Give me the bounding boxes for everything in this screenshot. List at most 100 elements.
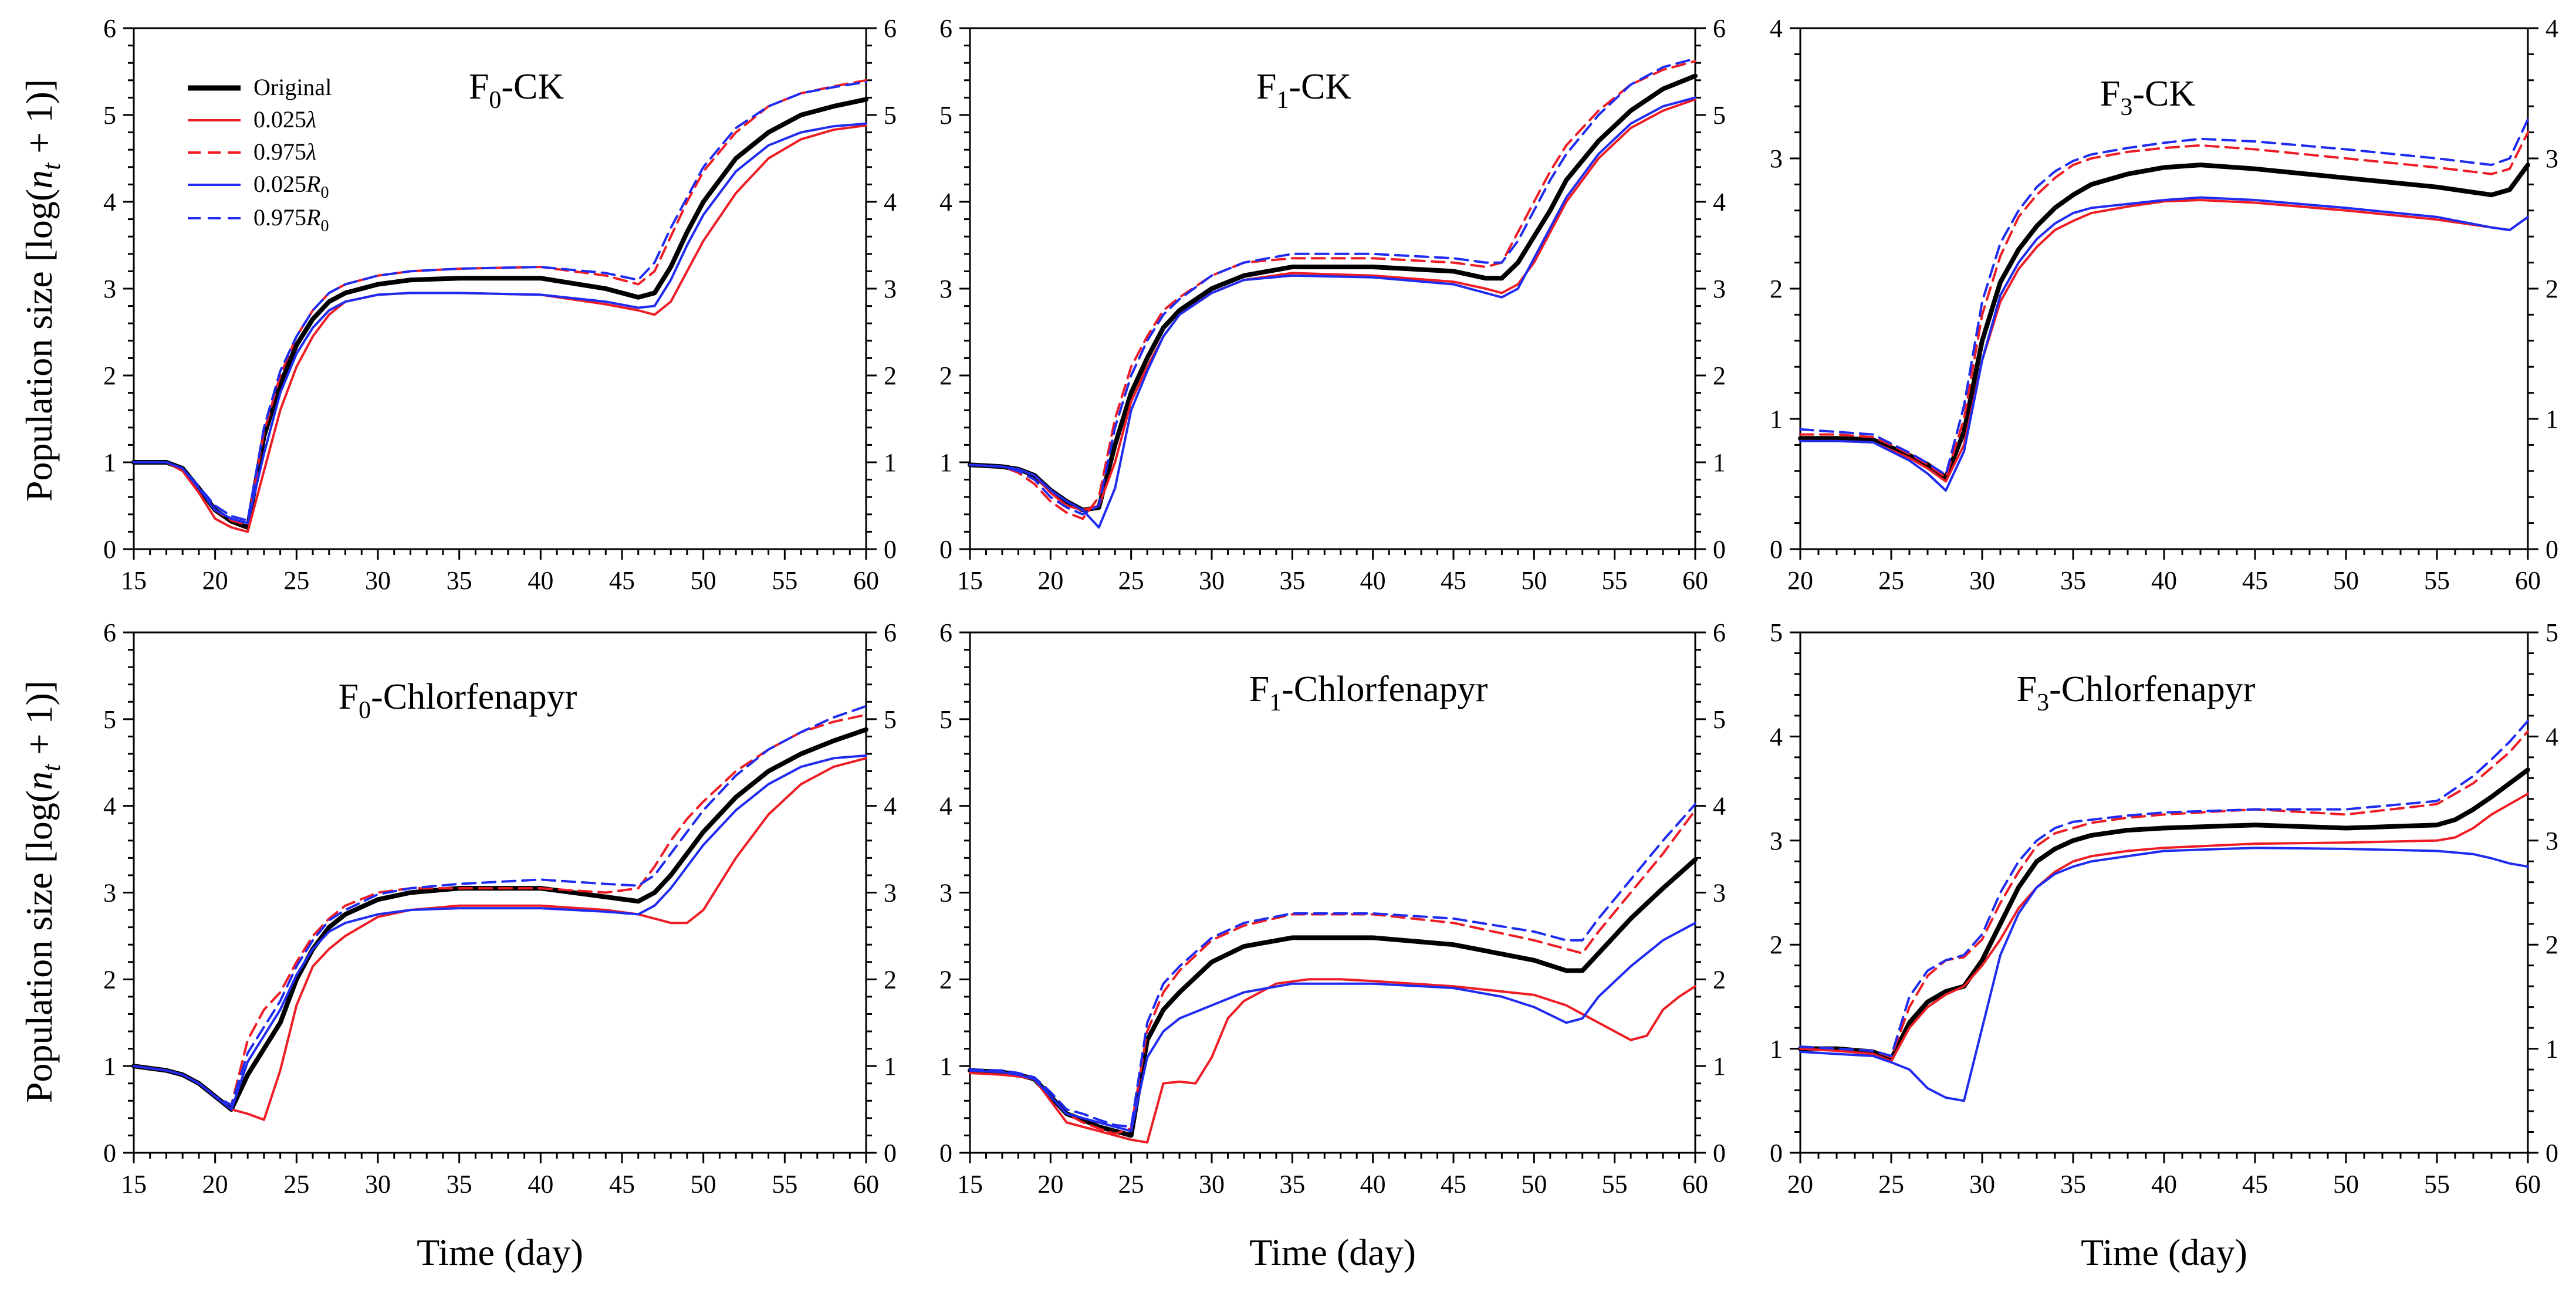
x-tick-label: 60 (1682, 566, 1708, 595)
y-tick-label-right: 3 (1713, 879, 1726, 908)
y-tick-label-right: 3 (884, 275, 897, 303)
x-tick-label: 30 (365, 1170, 391, 1199)
x-tick-label: 50 (691, 566, 716, 595)
panel-f0-chlorfenapyr: 15 20 25 30 35 40 45 50 55 600 01 12 23 34 45 56 6F0-Chl… (103, 618, 897, 1199)
y-tick-label-right: 0 (884, 535, 897, 564)
chart-title-suffix: -Chlorfenapyr (1282, 669, 1488, 709)
y-tick-label-right: 4 (1713, 188, 1726, 216)
x-tick-label: 25 (1118, 1170, 1144, 1199)
x-tick-label: 50 (2333, 1170, 2359, 1199)
chart-title-sub: 0 (489, 87, 501, 114)
y-tick-label-right: 5 (884, 101, 897, 130)
x-tick-label: 50 (1521, 1170, 1547, 1199)
y-tick-label-right: 2 (2545, 275, 2558, 303)
series-line-r025 (133, 122, 867, 524)
y-tick-label-right: 5 (1713, 705, 1726, 734)
x-tick-label: 45 (2242, 1170, 2268, 1199)
y-tick-label-right: 6 (1713, 14, 1726, 43)
legend-r025-num: 0.025 (253, 171, 306, 197)
y-tick-label-right: 1 (2545, 405, 2558, 434)
y-tick-label-right: 3 (2545, 144, 2558, 173)
x-tick-label: 50 (2333, 566, 2359, 595)
x-tick-label: 20 (202, 566, 228, 595)
x-tick-label: 55 (772, 566, 797, 595)
y-tick-label-right: 4 (884, 792, 897, 821)
series-line-original (1798, 163, 2530, 480)
legend-r975-sym: R (306, 204, 320, 231)
ylabel-bottom-n: n (18, 771, 60, 790)
ylabel-bottom-prefix: Population size [log( (18, 790, 60, 1103)
chart-title: F0-Chlorfenapyr (339, 677, 577, 724)
x-tick-label: 35 (2060, 566, 2086, 595)
y-tick-label-left: 5 (939, 705, 952, 734)
chart-title-suffix: -Chlorfenapyr (371, 677, 577, 717)
x-tick-label: 45 (609, 566, 635, 595)
y-tick-label-right: 3 (1713, 275, 1726, 303)
legend-lam975-num: 0.975 (253, 138, 306, 165)
x-tick-label: 40 (528, 566, 553, 595)
ylabel-bottom-suffix: + 1)] (18, 681, 60, 764)
y-tick-label-left: 3 (103, 879, 116, 908)
panel-f1-chlorfenapyr: 15 20 25 30 35 40 45 50 55 600 01 12 23 34 45 56 6F1-Chl… (939, 618, 1726, 1199)
x-tick-label: 35 (447, 1170, 472, 1199)
y-tick-label-right: 6 (884, 618, 897, 647)
x-tick-label: 55 (2424, 566, 2450, 595)
y-tick-label-right: 0 (1713, 535, 1726, 564)
y-tick-label-left: 0 (103, 1139, 116, 1167)
xlabel-col2: Time (day) (1249, 1231, 1416, 1273)
x-tick-label: 60 (853, 1170, 879, 1199)
x-tick-label: 25 (283, 1170, 309, 1199)
y-tick-label-left: 1 (103, 448, 116, 477)
y-tick-label-left: 3 (939, 275, 952, 303)
chart-title-base: F (339, 677, 359, 717)
x-tick-label: 45 (1441, 566, 1466, 595)
y-tick-label-right: 2 (2545, 930, 2558, 959)
y-tick-label-right: 1 (884, 448, 897, 477)
x-tick-label: 55 (2424, 1170, 2450, 1199)
legend-label-r025: 0.025R0 (253, 171, 329, 202)
chart-title-sub: 1 (1269, 689, 1282, 716)
chart-title-base: F (1256, 67, 1276, 107)
series-line-r975 (969, 57, 1696, 516)
x-tick-label: 60 (2515, 1170, 2541, 1199)
x-tick-label: 55 (772, 1170, 797, 1199)
legend-label-lam025: 0.025λ (253, 106, 316, 133)
series-line-r025 (969, 922, 1696, 1132)
legend-label-lam975: 0.975λ (253, 138, 316, 165)
y-tick-label-left: 2 (1770, 930, 1783, 959)
legend-lam975-sym: λ (306, 138, 316, 165)
series-line-r975 (133, 705, 867, 1106)
y-tick-label-right: 4 (2545, 722, 2558, 751)
ylabel-top-suffix: + 1)] (18, 79, 60, 163)
x-tick-label: 30 (1969, 1170, 1995, 1199)
x-tick-label: 45 (2242, 566, 2268, 595)
x-tick-label: 40 (2151, 1170, 2177, 1199)
x-tick-label: 15 (121, 1170, 147, 1199)
y-tick-label-right: 2 (1713, 361, 1726, 390)
y-tick-label-right: 1 (884, 1052, 897, 1081)
y-tick-label-left: 1 (1770, 405, 1783, 434)
x-tick-label: 60 (853, 566, 879, 595)
y-tick-label-left: 1 (939, 448, 952, 477)
x-tick-label: 30 (365, 566, 391, 595)
chart-title-sub: 1 (1276, 87, 1289, 114)
x-tick-label: 35 (2060, 1170, 2086, 1199)
chart-title-sub: 0 (359, 697, 371, 724)
y-tick-label-right: 1 (1713, 448, 1726, 477)
y-tick-label-left: 3 (939, 879, 952, 908)
panel-f3-ck: 20 25 30 35 40 45 50 55 600 01 12 23 34 4F3-CK (1770, 14, 2558, 595)
y-tick-label-left: 2 (103, 965, 116, 994)
legend-lam025-sym: λ (306, 106, 316, 133)
y-tick-label-left: 0 (939, 1139, 952, 1167)
x-tick-label: 60 (2515, 566, 2541, 595)
y-tick-label-left: 5 (103, 101, 116, 130)
y-tick-label-left: 4 (103, 188, 116, 216)
x-tick-label: 50 (1521, 566, 1547, 595)
x-tick-label: 20 (1787, 566, 1813, 595)
x-tick-label: 30 (1199, 1170, 1225, 1199)
legend-lam025-num: 0.025 (253, 106, 306, 133)
x-tick-label: 40 (1360, 566, 1386, 595)
ylabel-top: Population size [log(nt + 1)] (18, 79, 66, 502)
series-line-r975 (133, 80, 867, 522)
